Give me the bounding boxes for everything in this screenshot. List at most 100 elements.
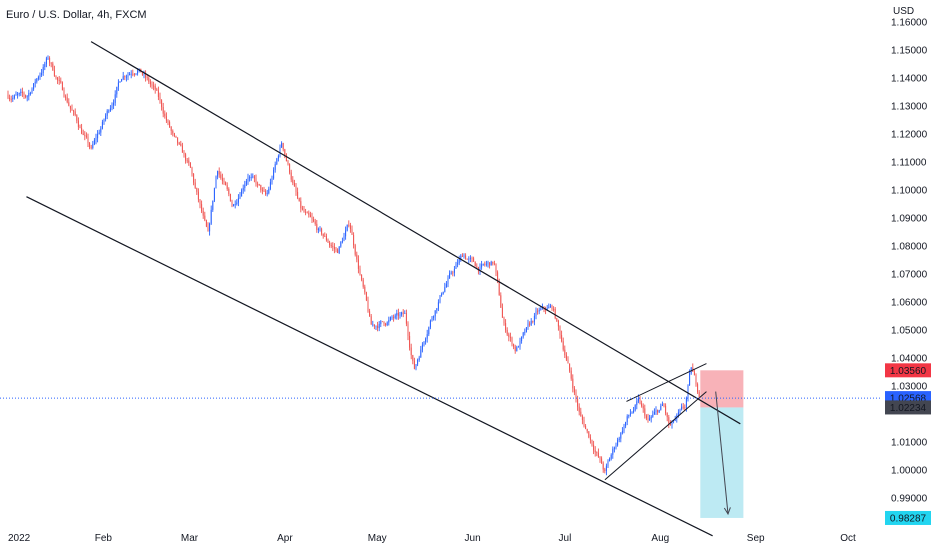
candle[interactable]	[148, 77, 150, 82]
candle[interactable]	[162, 107, 164, 114]
candle[interactable]	[146, 77, 148, 79]
candle[interactable]	[346, 224, 348, 231]
candle[interactable]	[61, 82, 63, 91]
candle[interactable]	[385, 323, 387, 326]
candle[interactable]	[425, 338, 427, 342]
candle[interactable]	[388, 320, 390, 323]
candle[interactable]	[404, 313, 406, 314]
candle[interactable]	[378, 324, 380, 329]
candle[interactable]	[204, 215, 206, 221]
candle[interactable]	[519, 340, 521, 347]
candle[interactable]	[343, 236, 345, 242]
candle[interactable]	[157, 90, 159, 97]
candle[interactable]	[601, 458, 603, 464]
candle[interactable]	[292, 179, 294, 183]
candle[interactable]	[218, 171, 220, 175]
candle[interactable]	[673, 420, 675, 422]
candle[interactable]	[461, 255, 463, 257]
candle[interactable]	[469, 258, 471, 259]
candle[interactable]	[397, 313, 399, 316]
candle[interactable]	[386, 322, 388, 326]
candle[interactable]	[540, 308, 542, 310]
candle[interactable]	[634, 405, 636, 411]
candle[interactable]	[276, 158, 278, 165]
candle[interactable]	[412, 355, 414, 361]
candle[interactable]	[625, 421, 627, 427]
candle[interactable]	[517, 346, 519, 348]
candle[interactable]	[293, 182, 295, 187]
candle[interactable]	[473, 258, 475, 262]
candle[interactable]	[325, 236, 327, 240]
candle[interactable]	[189, 162, 191, 168]
candle[interactable]	[329, 242, 331, 245]
candle[interactable]	[471, 258, 473, 259]
candle[interactable]	[316, 223, 318, 230]
candle[interactable]	[223, 180, 225, 183]
candle[interactable]	[60, 80, 62, 83]
candle[interactable]	[18, 93, 20, 95]
candle[interactable]	[58, 79, 60, 81]
candle[interactable]	[53, 70, 55, 76]
candle[interactable]	[202, 211, 204, 216]
candle[interactable]	[25, 95, 27, 98]
candle[interactable]	[57, 77, 59, 80]
candle[interactable]	[668, 417, 670, 424]
candle[interactable]	[207, 226, 209, 232]
candle[interactable]	[68, 102, 70, 106]
candle[interactable]	[161, 100, 163, 108]
candle[interactable]	[649, 418, 651, 421]
candle[interactable]	[439, 295, 441, 303]
candle[interactable]	[357, 259, 359, 269]
candle[interactable]	[409, 336, 411, 348]
candle[interactable]	[220, 174, 222, 178]
candle[interactable]	[119, 81, 121, 83]
candle[interactable]	[689, 373, 691, 386]
candle[interactable]	[506, 330, 508, 335]
candle[interactable]	[253, 176, 255, 179]
candle[interactable]	[564, 349, 566, 356]
candle[interactable]	[682, 406, 684, 408]
candle[interactable]	[527, 323, 529, 328]
candle[interactable]	[175, 135, 177, 138]
candle[interactable]	[641, 403, 643, 406]
candle[interactable]	[233, 204, 235, 207]
candle[interactable]	[71, 108, 73, 111]
candle[interactable]	[141, 72, 143, 75]
candle[interactable]	[453, 269, 455, 273]
candle[interactable]	[268, 188, 270, 194]
candle[interactable]	[349, 225, 351, 230]
candle[interactable]	[447, 278, 449, 284]
candle[interactable]	[92, 144, 94, 148]
candle[interactable]	[666, 413, 668, 418]
candle[interactable]	[225, 182, 227, 186]
candle[interactable]	[505, 323, 507, 331]
candle[interactable]	[575, 392, 577, 399]
candle[interactable]	[21, 91, 23, 94]
candle[interactable]	[85, 135, 87, 137]
candle[interactable]	[596, 452, 598, 453]
candle[interactable]	[258, 184, 260, 185]
candle[interactable]	[647, 418, 649, 421]
candle[interactable]	[537, 311, 539, 313]
candle[interactable]	[124, 76, 126, 78]
candle[interactable]	[9, 97, 11, 99]
candle[interactable]	[263, 190, 265, 192]
candle[interactable]	[511, 337, 513, 345]
candle[interactable]	[82, 133, 84, 135]
candle[interactable]	[669, 423, 671, 426]
candle[interactable]	[497, 272, 499, 282]
candle[interactable]	[508, 334, 510, 337]
candle[interactable]	[271, 178, 273, 183]
candle[interactable]	[193, 174, 195, 183]
candle[interactable]	[79, 126, 81, 129]
candle[interactable]	[279, 147, 281, 156]
candle[interactable]	[87, 136, 89, 144]
candle[interactable]	[114, 94, 116, 103]
candle[interactable]	[377, 325, 379, 329]
wedge-upper-trendline[interactable]	[626, 363, 707, 402]
candle[interactable]	[495, 263, 497, 273]
candle[interactable]	[597, 452, 599, 457]
candle[interactable]	[137, 70, 139, 74]
candle[interactable]	[612, 448, 614, 455]
candle[interactable]	[697, 384, 699, 393]
